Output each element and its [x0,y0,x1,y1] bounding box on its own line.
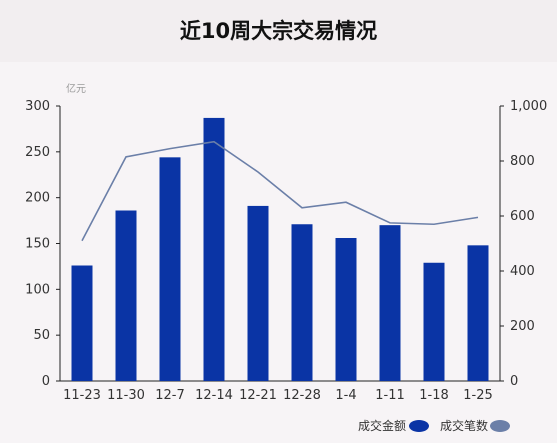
bar [335,238,357,381]
x-tick-label: 1-4 [335,388,356,403]
x-tick-label: 11-30 [107,388,145,403]
y-tick-label-right: 200 [510,319,535,334]
x-tick-label: 12-14 [195,388,233,403]
y-tick-label-right: 0 [510,374,518,389]
x-tick-label: 12-21 [239,388,277,403]
y-tick-label-right: 1,000 [510,99,547,114]
y-tick-label-right: 400 [510,264,535,279]
y-tick-label-right: 600 [510,209,535,224]
y-tick-label-left: 150 [25,237,50,252]
bar [467,245,489,381]
line-series [81,140,479,242]
bar [291,224,313,381]
plot-background [0,62,557,443]
legend: 成交金额 成交笔数 [358,418,510,433]
x-tick-label: 12-28 [283,388,321,403]
y-tick-label-left: 50 [33,328,50,343]
bar [423,262,445,381]
x-tick-label: 12-7 [155,388,185,403]
legend-swatch-line [490,420,510,432]
legend-label-bar: 成交金额 [358,418,406,433]
unit-label: 亿元 [66,82,86,95]
x-tick-label: 1-18 [419,388,449,403]
y-tick-label-left: 250 [25,145,50,160]
legend-swatch-bar [409,420,429,432]
y-tick-label-left: 0 [42,374,50,389]
y-tick-label-left: 300 [25,99,50,114]
bar [247,205,269,381]
legend-label-line: 成交笔数 [440,418,488,433]
y-tick-label-right: 800 [510,154,535,169]
bar [71,265,93,381]
bar [159,157,181,381]
bar [115,210,137,381]
x-tick-label: 1-25 [463,388,493,403]
title-band [0,0,557,62]
y-tick-label-left: 100 [25,282,50,297]
chart-title: 近10周大宗交易情况 [179,19,378,43]
x-tick-label: 1-11 [375,388,405,403]
y-tick-label-left: 200 [25,191,50,206]
x-tick-label: 11-23 [63,388,101,403]
bar [379,225,401,381]
bar [203,117,225,382]
